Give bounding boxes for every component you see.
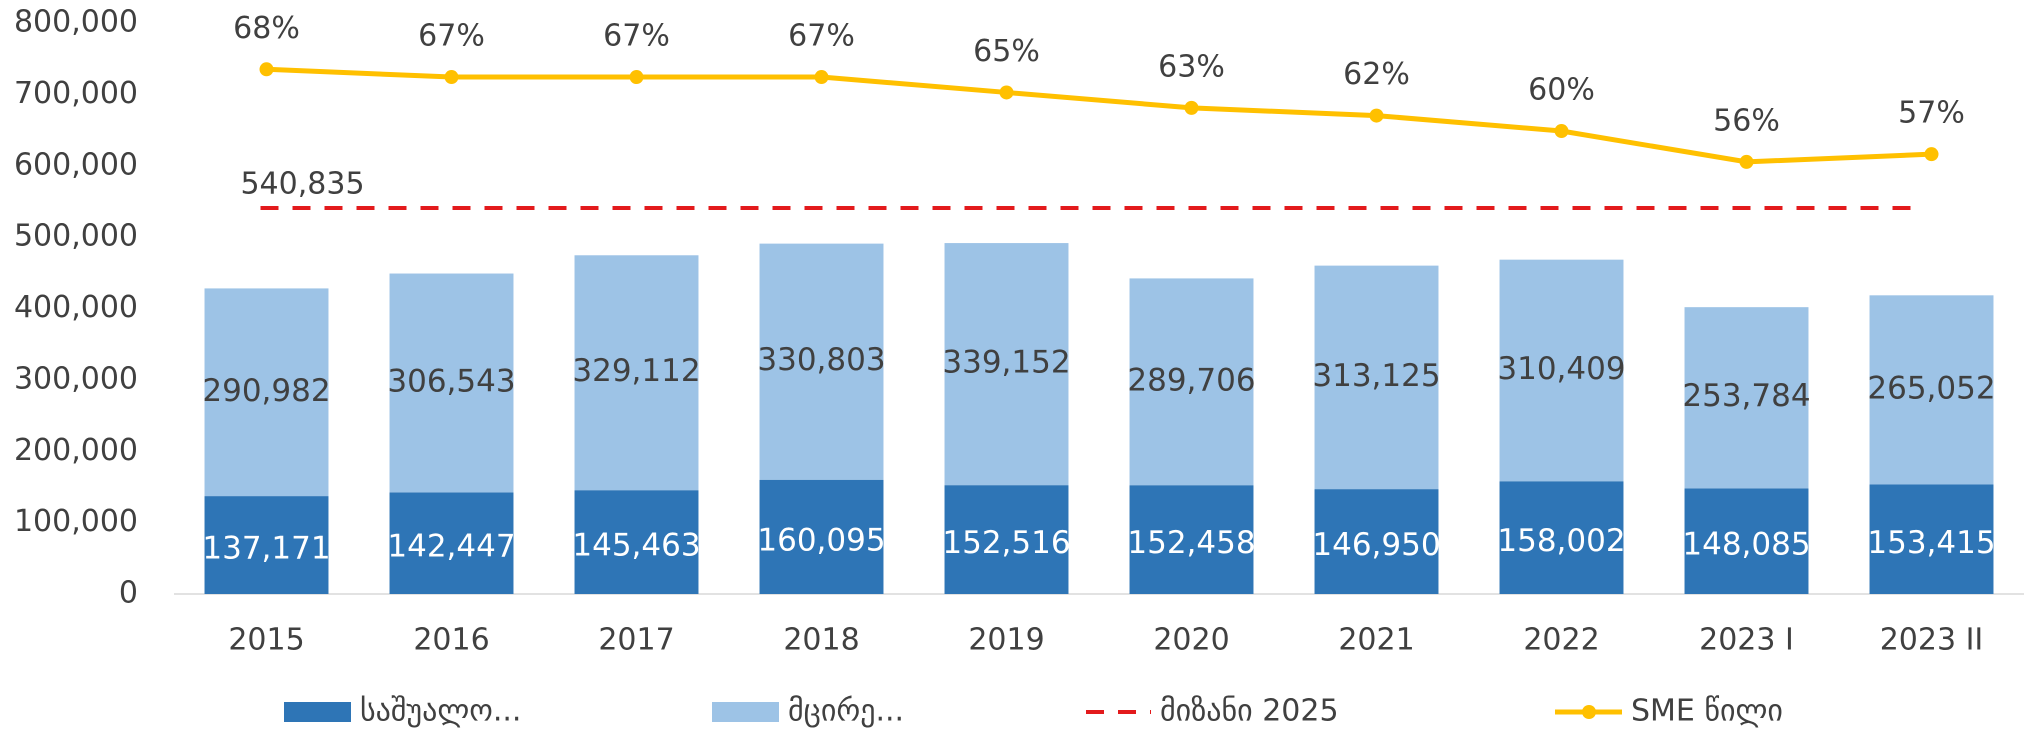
legend-label: მცირე... [788,694,904,729]
bar-label: 265,052 [1867,370,1995,406]
bar-label: 290,982 [202,373,330,409]
share-line [266,66,1932,165]
bar-label: 306,543 [387,363,515,399]
bar [759,243,884,480]
x-tick-label: 2015 [228,623,304,658]
x-tick-label: 2017 [598,623,674,658]
bar [1684,307,1809,489]
y-tick-label: 100,000 [14,504,138,539]
bar-label: 253,784 [1682,378,1810,414]
y-tick-label: 700,000 [14,76,138,111]
legend-label: საშუალო... [360,694,521,729]
x-tick-label: 2016 [413,623,489,658]
x-tick-label: 2023 I [1699,623,1794,658]
x-tick-label: 2021 [1338,623,1414,658]
bar-label: 145,463 [572,528,700,564]
share-label: 56% [1713,103,1780,138]
y-tick-label: 0 [119,576,138,611]
share-point [444,70,459,85]
bar [1314,265,1439,490]
y-tick-label: 500,000 [14,219,138,254]
bar-label: 313,125 [1312,358,1440,394]
bar [204,288,329,497]
bar [759,479,884,594]
bar-label: 339,152 [942,345,1070,381]
legend-swatch [712,702,779,722]
bar [1129,278,1254,486]
x-tick-label: 2018 [783,623,859,658]
share-label: 57% [1898,96,1965,131]
bar-label: 310,409 [1497,351,1625,387]
bar-label: 142,447 [387,529,515,565]
bar [1684,488,1809,594]
share-point [259,62,274,77]
bar [1499,259,1624,482]
share-point [1184,100,1199,115]
y-tick-label: 400,000 [14,290,138,325]
bar [1129,485,1254,594]
y-tick-label: 600,000 [14,147,138,182]
share-point [999,85,1014,100]
bar [574,255,699,491]
share-point [1739,154,1754,169]
share-label: 63% [1158,49,1225,84]
x-tick-label: 2019 [968,623,1044,658]
bar-label: 152,516 [942,525,1070,561]
bar [389,273,514,493]
share-label: 67% [418,19,485,54]
bar [204,496,329,594]
x-tick-label: 2023 II [1880,623,1984,658]
share-point [1924,147,1939,162]
bar-label: 160,095 [757,522,885,558]
bar-label: 329,112 [572,353,700,389]
bar-label: 148,085 [1682,527,1810,563]
bar [1314,489,1439,594]
bar-label: 158,002 [1497,523,1625,559]
target-label: 540,835 [240,166,364,201]
share-label: 67% [603,19,670,54]
y-tick-label: 300,000 [14,361,138,396]
legend-swatch [284,702,351,722]
x-tick-label: 2022 [1523,623,1599,658]
share-label: 60% [1528,73,1595,108]
bar-label: 152,458 [1127,525,1255,561]
share-label: 65% [973,34,1040,69]
legend-label: SME წილი [1631,694,1783,729]
bar-label: 289,706 [1127,362,1255,398]
bar [1869,295,1994,485]
legend-swatch [1582,705,1596,719]
bar [944,243,1069,486]
bar [1869,484,1994,594]
bar-label: 330,803 [757,342,885,378]
bar [944,485,1069,594]
share-point [1369,108,1384,123]
bar-label: 153,415 [1867,525,1995,561]
share-label: 68% [233,11,300,46]
bar-label: 146,950 [1312,527,1440,563]
bar [574,490,699,594]
bar [389,492,514,594]
x-tick-label: 2020 [1153,623,1229,658]
share-label: 67% [788,19,855,54]
bar [1499,481,1624,594]
share-label: 62% [1343,57,1410,92]
share-point [1554,124,1569,139]
legend-label: მიზანი 2025 [1160,694,1339,729]
y-tick-label: 800,000 [14,5,138,40]
y-tick-label: 200,000 [14,433,138,468]
bar-label: 137,171 [202,531,330,567]
share-point [629,70,644,85]
share-point [814,70,829,85]
